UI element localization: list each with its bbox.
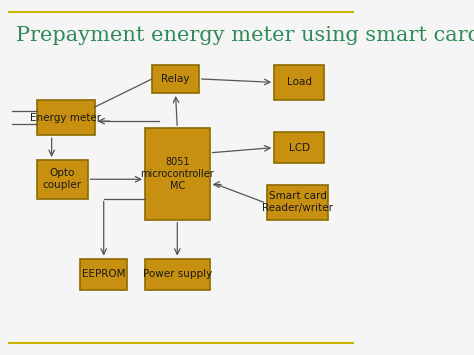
Bar (152, 65, 199, 93)
Bar (37, 100, 95, 135)
Text: EEPROM: EEPROM (82, 269, 126, 279)
Bar (37, 160, 88, 199)
Text: Power supply: Power supply (143, 269, 212, 279)
Text: LCD: LCD (289, 143, 310, 153)
Bar (267, 185, 328, 220)
Bar (145, 128, 210, 220)
Text: Opto
coupler: Opto coupler (43, 169, 82, 190)
Text: Relay: Relay (161, 74, 190, 84)
Text: Prepayment energy meter using smart card: Prepayment energy meter using smart card (16, 26, 474, 45)
Bar (145, 258, 210, 290)
Bar (81, 258, 127, 290)
Text: Smart card
Reader/writer: Smart card Reader/writer (262, 191, 333, 213)
Bar (274, 132, 325, 163)
Text: 8051
microcontroller
MC: 8051 microcontroller MC (140, 157, 214, 191)
Text: Energy meter: Energy meter (30, 113, 101, 122)
Bar (274, 65, 325, 100)
Text: Load: Load (287, 77, 312, 87)
